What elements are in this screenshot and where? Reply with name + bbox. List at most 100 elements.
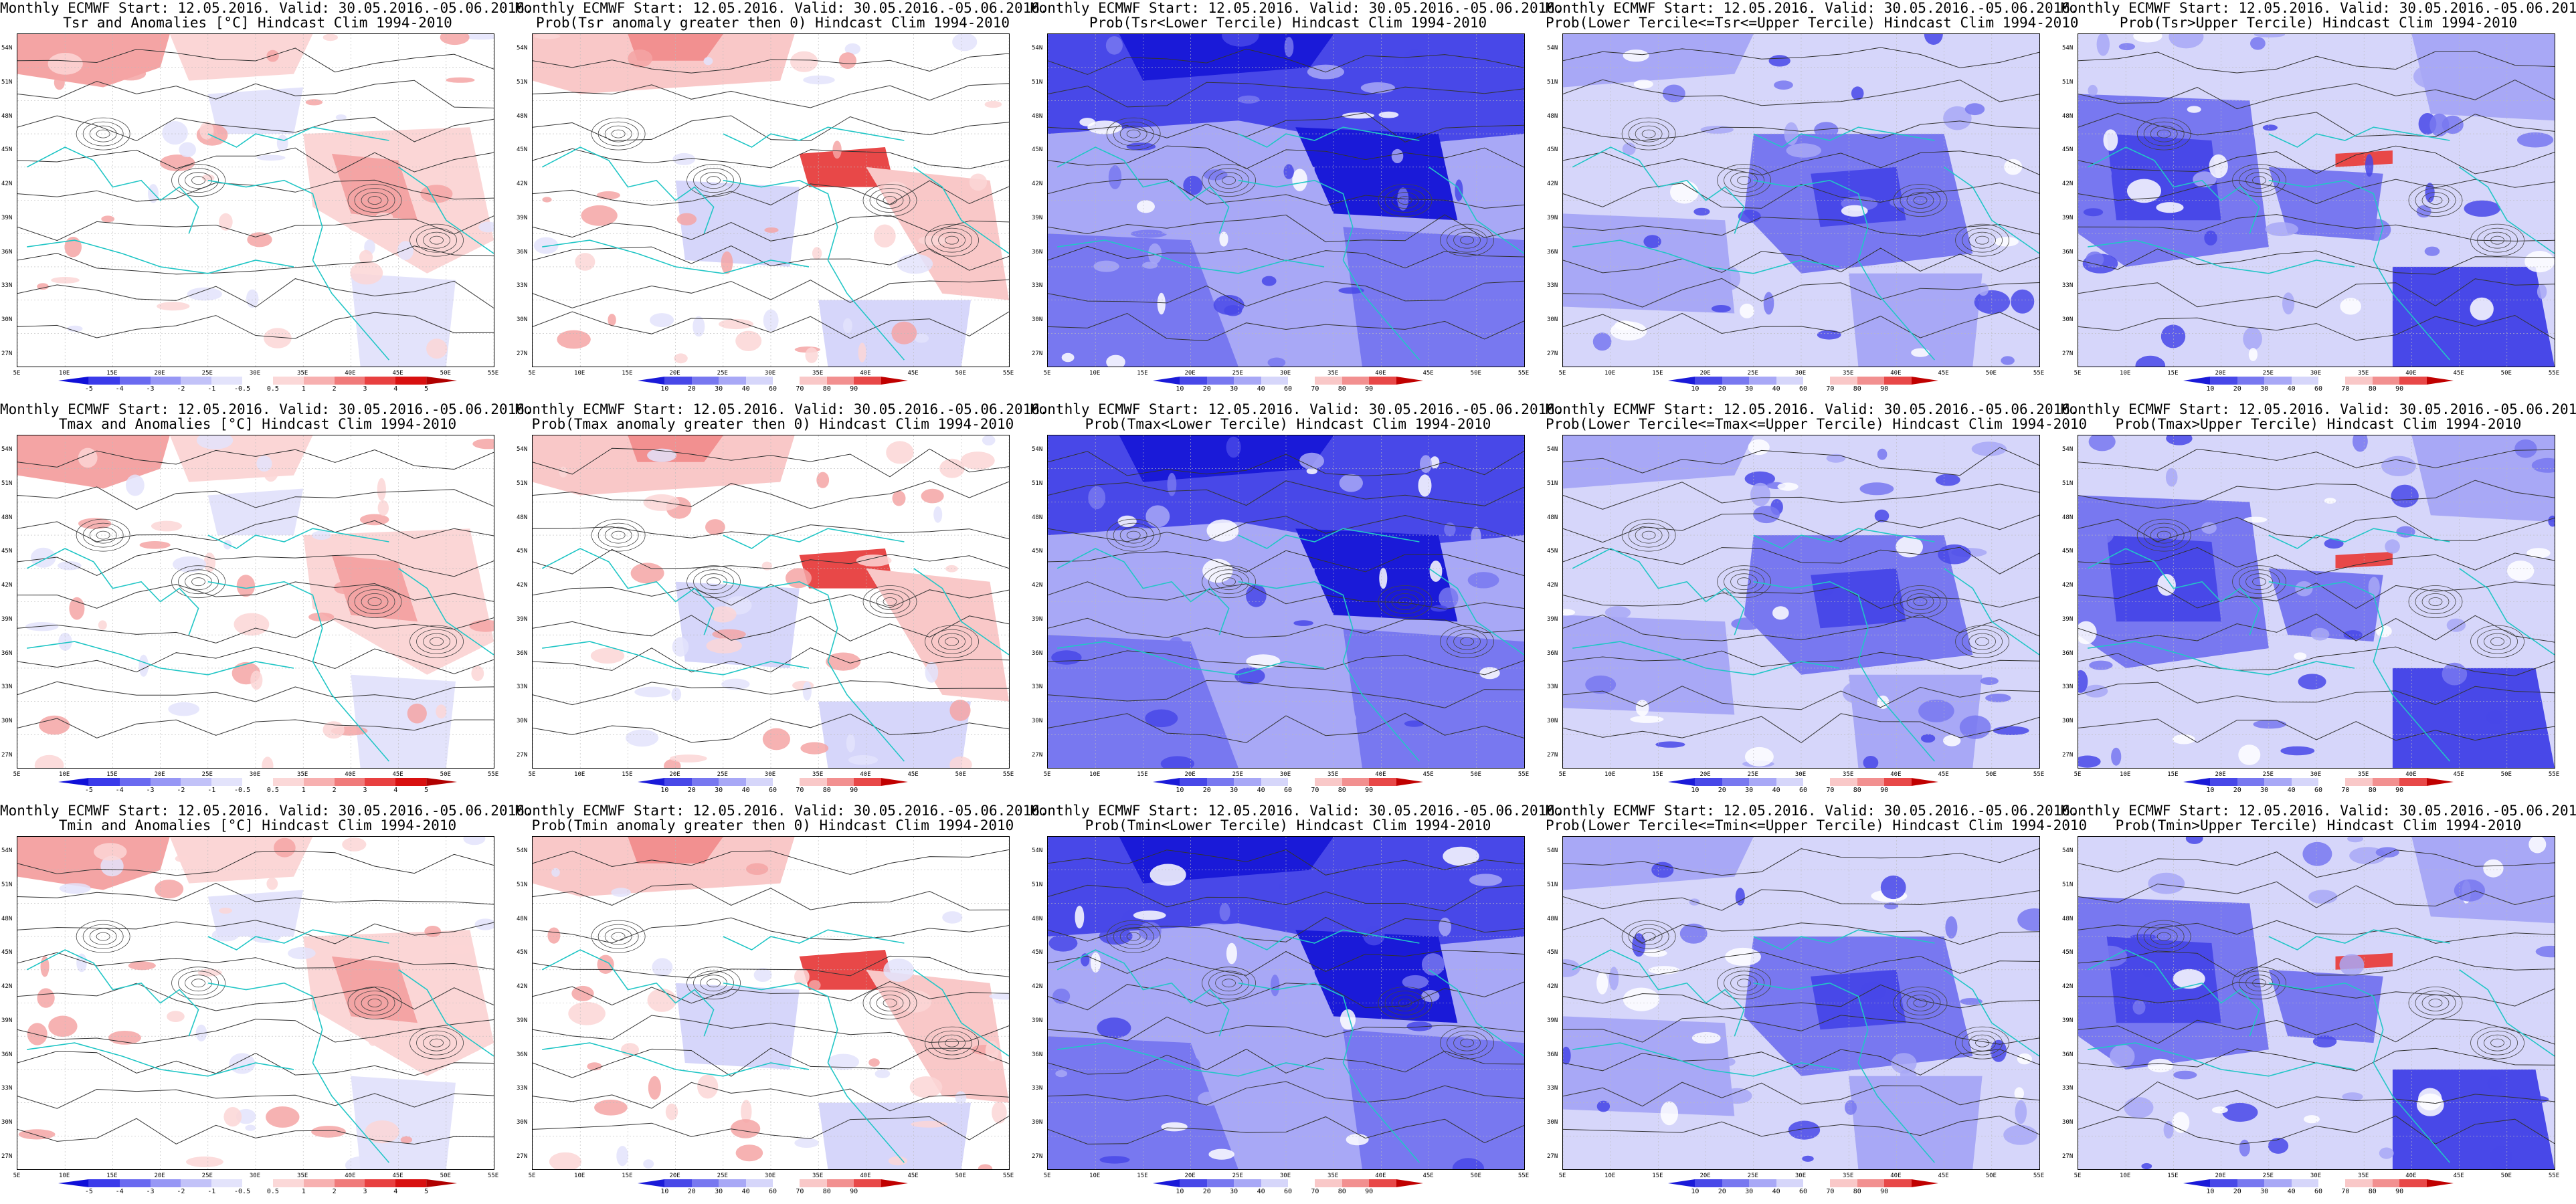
longitude-tick-label: 15E [106, 771, 118, 778]
shaded-blob [2001, 356, 2015, 365]
terrain-contour [2245, 975, 2273, 992]
shaded-blob [1202, 559, 1233, 583]
terrain-contour [2477, 629, 2518, 654]
terrain-contour [1628, 121, 1669, 146]
shaded-blob [735, 330, 762, 351]
shaded-blob [247, 232, 272, 247]
terrain-contour [1955, 625, 2009, 658]
longitude-tick-label: 5E [528, 1173, 536, 1179]
shaded-blob [1333, 711, 1356, 725]
latitude-tick-label: 39N [1, 214, 13, 221]
colorbar-swatch [58, 377, 89, 385]
shaded-region [2392, 1069, 2555, 1169]
shaded-blob [463, 837, 486, 845]
shaded-blob [1342, 112, 1375, 119]
map-panel: Monthly ECMWF Start: 12.05.2016. Valid: … [0, 0, 533, 401]
latitude-tick-label: 39N [1032, 1017, 1043, 1024]
map-panel: Monthly ECMWF Start: 12.05.2016. Valid: … [515, 401, 1048, 803]
colorbar-label: 40 [1257, 1188, 1265, 1195]
shaded-blob [1105, 36, 1123, 55]
latitude-tick-label: 39N [517, 615, 528, 623]
colorbar-swatch [150, 1179, 181, 1187]
temperature-contour [1563, 984, 2039, 1010]
terrain-contour [2428, 999, 2443, 1007]
coastline [2087, 949, 2260, 1037]
shaded-region [351, 1076, 456, 1169]
shaded-blob [1469, 874, 1503, 886]
colorbar-swatch [719, 377, 746, 385]
shaded-blob [1623, 987, 1660, 1011]
colorbar-swatch [1234, 778, 1261, 786]
terrain-contour [2239, 569, 2280, 595]
terrain-contour [2470, 223, 2524, 257]
map-area [2078, 435, 2555, 769]
temperature-contour [1048, 916, 1524, 942]
shaded-blob [359, 249, 373, 265]
shaded-blob [794, 968, 810, 985]
colorbar-swatch [211, 778, 243, 786]
shaded-blob [634, 686, 671, 698]
shaded-blob [665, 1103, 678, 1120]
terrain-contour [430, 1038, 444, 1047]
shaded-blob [985, 1041, 999, 1062]
shaded-blob [960, 452, 995, 470]
longitude-tick-label: 10E [1089, 1173, 1101, 1179]
shaded-blob [168, 702, 200, 716]
coastline [1057, 641, 1325, 676]
terrain-contour [945, 235, 959, 245]
shaded-blob [2243, 327, 2262, 350]
shaded-blob [1208, 1148, 1234, 1160]
terrain-contour [1641, 530, 1656, 540]
latitude-tick-label: 39N [517, 1017, 528, 1024]
latitude-tick-label: 42N [1032, 582, 1043, 589]
shaded-blob [234, 613, 270, 636]
colorbar-swatch [88, 1179, 120, 1187]
shaded-blob [1788, 1120, 1821, 1140]
shaded-blob [2147, 1058, 2173, 1073]
terrain-contour [1113, 522, 1154, 548]
colorbar-swatch [1180, 1179, 1207, 1187]
terrain-contour [876, 593, 904, 610]
shaded-region [1563, 1016, 1735, 1116]
shaded-blob [288, 947, 316, 960]
shaded-blob [534, 34, 561, 39]
longitude-tick-label: 55E [2548, 771, 2560, 778]
panel-title-line-1: Monthly ECMWF Start: 12.05.2016. Valid: … [0, 401, 533, 417]
colorbar-label: -1 [207, 1188, 216, 1195]
temperature-contour [533, 115, 1009, 142]
shaded-blob [464, 34, 494, 40]
colorbar-swatch [1287, 377, 1315, 385]
latitude-tick-label: 54N [1547, 847, 1558, 854]
temperature-contour [533, 1082, 1009, 1112]
longitude-tick-label: 45E [907, 1173, 919, 1179]
temperature-contour [2078, 1081, 2555, 1112]
terrain-contour [1621, 518, 1676, 552]
colorbar-label: 10 [1691, 787, 1699, 794]
longitude-tick-label: 20E [1184, 1173, 1196, 1179]
colorbar-swatch [1206, 377, 1234, 385]
latitude-tick-label: 30N [1547, 718, 1558, 725]
shaded-blob [909, 1076, 943, 1098]
temperature-contour [2078, 718, 2555, 743]
terrain-contour [611, 129, 626, 138]
longitude-tick-label: 50E [1985, 370, 1997, 377]
shaded-blob [1990, 1039, 2007, 1062]
colorbar-label: 40 [1772, 385, 1780, 393]
shaded-blob [2238, 744, 2261, 765]
shaded-region [799, 147, 895, 187]
latitude-tick-label: 51N [517, 881, 528, 888]
temperature-contour [2078, 314, 2555, 341]
colorbar-swatch [395, 1179, 427, 1187]
shaded-blob [1234, 668, 1265, 685]
terrain-contour [1119, 526, 1147, 544]
shaded-blob [892, 490, 906, 506]
colorbar-label: -4 [115, 787, 124, 794]
shaded-blob [108, 1031, 141, 1045]
shaded-blob [311, 1126, 346, 1138]
latitude-tick-label: 48N [2062, 915, 2074, 922]
longitude-tick-label: 35E [1327, 370, 1339, 377]
terrain-contour [2408, 987, 2463, 1019]
shaded-blob [1467, 572, 1499, 589]
longitude-tick-label: 30E [2310, 771, 2322, 778]
terrain-contour [2156, 129, 2171, 138]
